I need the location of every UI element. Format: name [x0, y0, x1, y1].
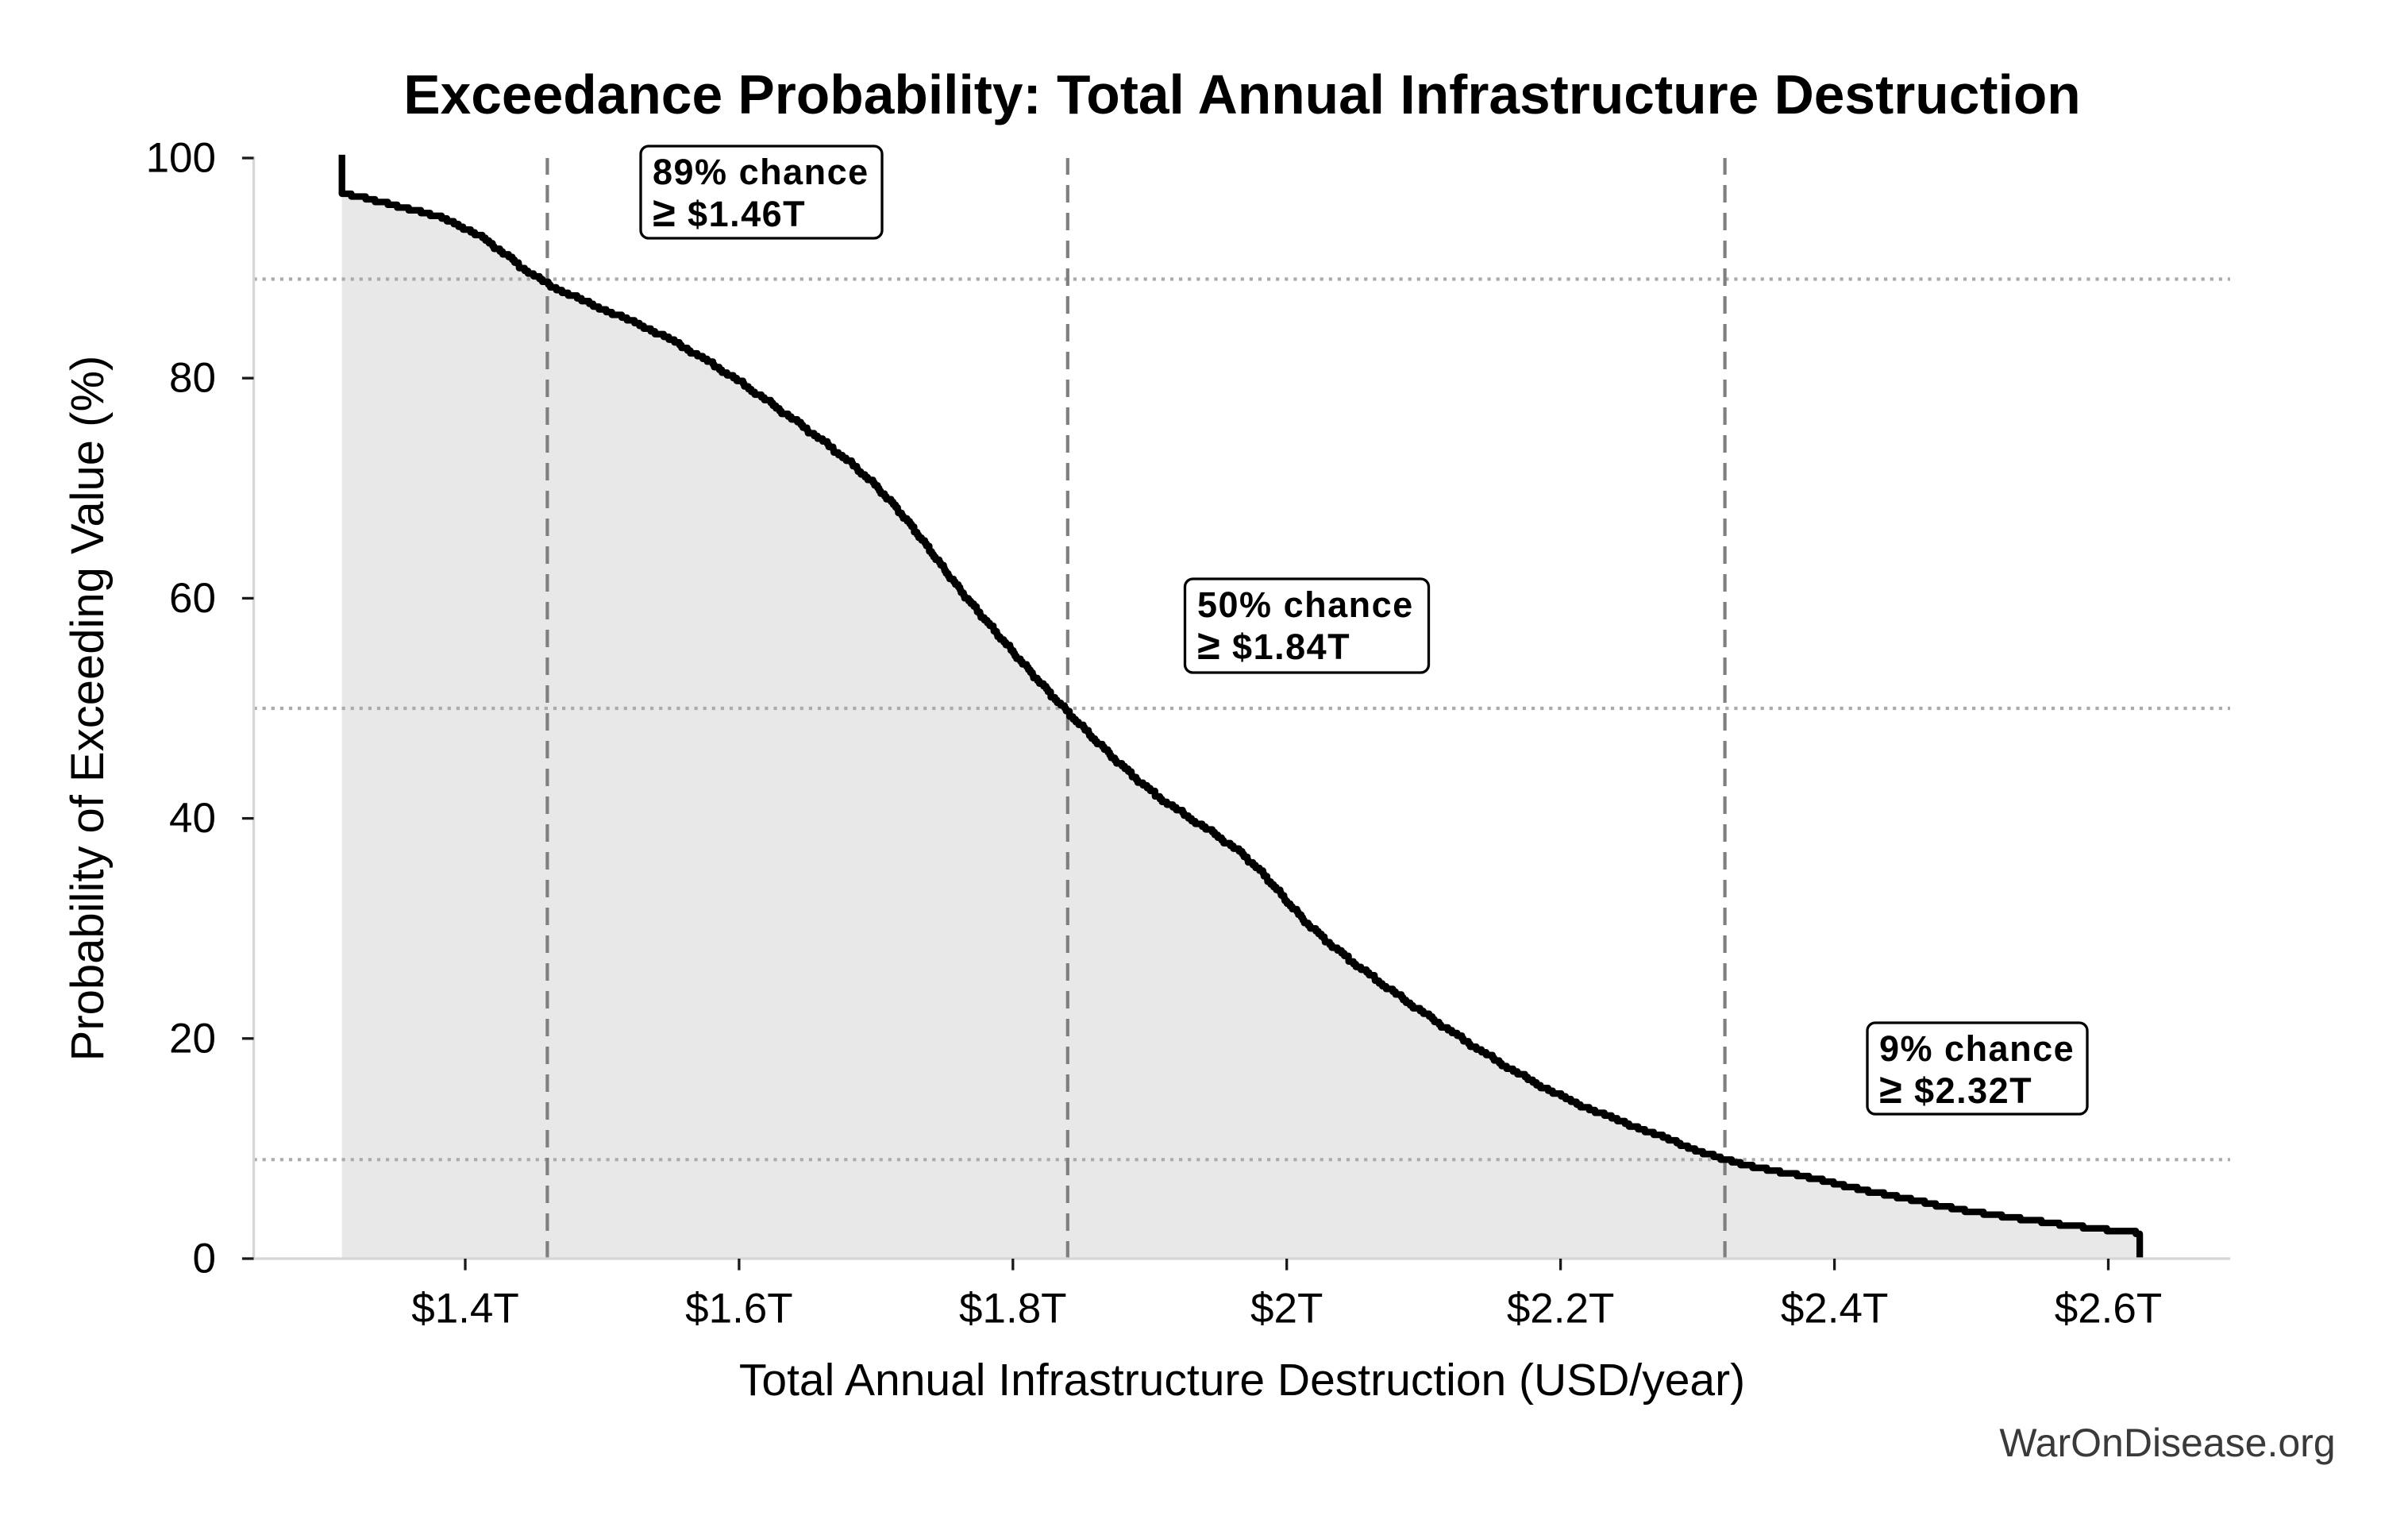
- svg-text:$1.6T: $1.6T: [685, 1286, 793, 1332]
- svg-text:WarOnDisease.org: WarOnDisease.org: [1999, 1421, 2335, 1465]
- svg-text:60: 60: [169, 575, 216, 622]
- svg-text:≥ $1.84T: ≥ $1.84T: [1197, 623, 1350, 669]
- svg-text:≥ $1.46T: ≥ $1.46T: [653, 190, 806, 236]
- svg-text:$2.2T: $2.2T: [1507, 1286, 1615, 1332]
- svg-text:$2.6T: $2.6T: [2055, 1286, 2163, 1332]
- svg-text:40: 40: [169, 795, 216, 842]
- svg-text:50% chance: 50% chance: [1197, 584, 1414, 625]
- svg-text:Total Annual Infrastructure De: Total Annual Infrastructure Destruction …: [739, 1355, 1745, 1406]
- svg-text:Exceedance Probability: Total: Exceedance Probability: Total Annual Inf…: [403, 64, 2080, 125]
- svg-text:$2T: $2T: [1250, 1286, 1323, 1332]
- svg-text:20: 20: [169, 1015, 216, 1062]
- svg-text:100: 100: [146, 135, 216, 182]
- svg-text:≥ $2.32T: ≥ $2.32T: [1879, 1066, 2032, 1113]
- svg-text:80: 80: [169, 355, 216, 402]
- svg-text:9% chance: 9% chance: [1879, 1028, 2075, 1069]
- svg-text:$1.4T: $1.4T: [411, 1286, 519, 1332]
- svg-text:89% chance: 89% chance: [653, 152, 869, 192]
- svg-text:$1.8T: $1.8T: [959, 1286, 1067, 1332]
- svg-text:0: 0: [193, 1236, 216, 1282]
- svg-text:$2.4T: $2.4T: [1781, 1286, 1889, 1332]
- svg-text:Probability of Exceeding Value: Probability of Exceeding Value (%): [62, 356, 114, 1062]
